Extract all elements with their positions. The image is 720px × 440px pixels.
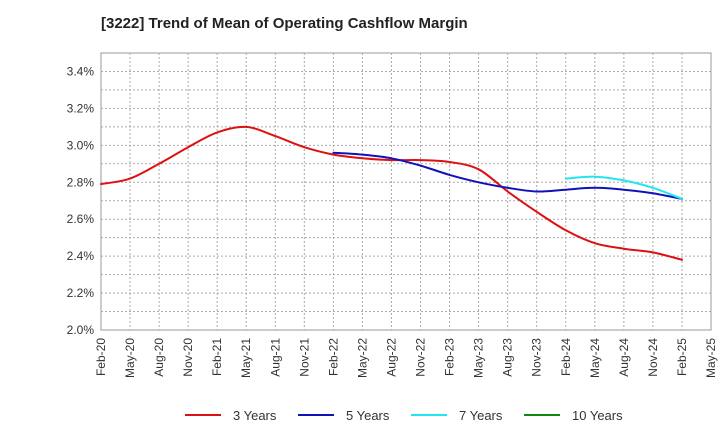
x-tick-label: Aug-20: [152, 338, 166, 377]
x-tick-label: Nov-21: [297, 338, 311, 377]
x-tick-label: May-23: [472, 338, 486, 378]
legend-item-7-years: 7 Years: [411, 405, 502, 425]
series-line-5-years: [332, 151, 683, 200]
legend-label-10-years: 10 Years: [572, 407, 623, 423]
legend-swatch-7-years: [411, 414, 447, 416]
x-tick-label: Aug-22: [384, 338, 398, 377]
y-tick-label: 2.8%: [67, 175, 95, 189]
legend-item-5-years: 5 Years: [298, 405, 389, 425]
y-tick-label: 3.2%: [67, 101, 95, 115]
x-tick-label: Nov-22: [414, 338, 428, 377]
legend-swatch-5-years: [298, 414, 334, 416]
x-tick-label: Aug-21: [268, 338, 282, 377]
legend-item-3-years: 3 Years: [185, 405, 276, 425]
x-tick-label: May-25: [704, 338, 718, 378]
chart-title: [3222] Trend of Mean of Operating Cashfl…: [101, 15, 468, 32]
x-tick-label: Feb-22: [326, 338, 340, 376]
y-tick-label: 2.0%: [67, 323, 95, 337]
x-tick-label: Feb-24: [559, 338, 573, 376]
y-tick-label: 3.0%: [67, 138, 95, 152]
y-tick-label: 2.6%: [67, 212, 95, 226]
plot-area: [100, 52, 712, 331]
legend-label-5-years: 5 Years: [346, 407, 390, 423]
x-tick-label: May-22: [355, 338, 369, 378]
x-tick-label: Aug-24: [617, 338, 631, 377]
grid: [101, 53, 711, 330]
x-tick-label: Feb-20: [94, 338, 108, 376]
legend-item-10-years: 10 Years: [524, 405, 623, 425]
legend-swatch-10-years: [524, 414, 560, 416]
y-tick-label: 2.2%: [67, 286, 95, 300]
x-tick-label: Feb-25: [675, 338, 689, 376]
y-axis-ticks: 2.0% 2.2% 2.4% 2.6% 2.8% 3.0% 3.2% 3.4%: [67, 64, 95, 337]
y-tick-label: 3.4%: [67, 64, 95, 78]
series-line-3-years: [100, 125, 683, 261]
x-tick-label: Nov-23: [530, 338, 544, 377]
x-tick-label: May-24: [588, 338, 602, 378]
legend: 3 Years 5 Years 7 Years 10 Years: [0, 405, 720, 425]
legend-label-3-years: 3 Years: [233, 407, 277, 423]
x-tick-label: Nov-24: [646, 338, 660, 377]
series-lines: [100, 125, 683, 261]
x-tick-label: Feb-21: [210, 338, 224, 376]
legend-label-7-years: 7 Years: [459, 407, 503, 423]
x-tick-label: Feb-23: [443, 338, 457, 376]
legend-swatch-3-years: [185, 414, 221, 416]
x-tick-label: May-21: [239, 338, 253, 378]
series-line-7-years: [564, 175, 683, 200]
x-tick-label: Aug-23: [501, 338, 515, 377]
x-axis-ticks: Feb-20 May-20 Aug-20 Nov-20 Feb-21 May-21 Aug-…: [94, 338, 718, 378]
x-tick-label: May-20: [123, 338, 137, 378]
x-tick-label: Nov-20: [181, 338, 195, 377]
y-tick-label: 2.4%: [67, 249, 95, 263]
